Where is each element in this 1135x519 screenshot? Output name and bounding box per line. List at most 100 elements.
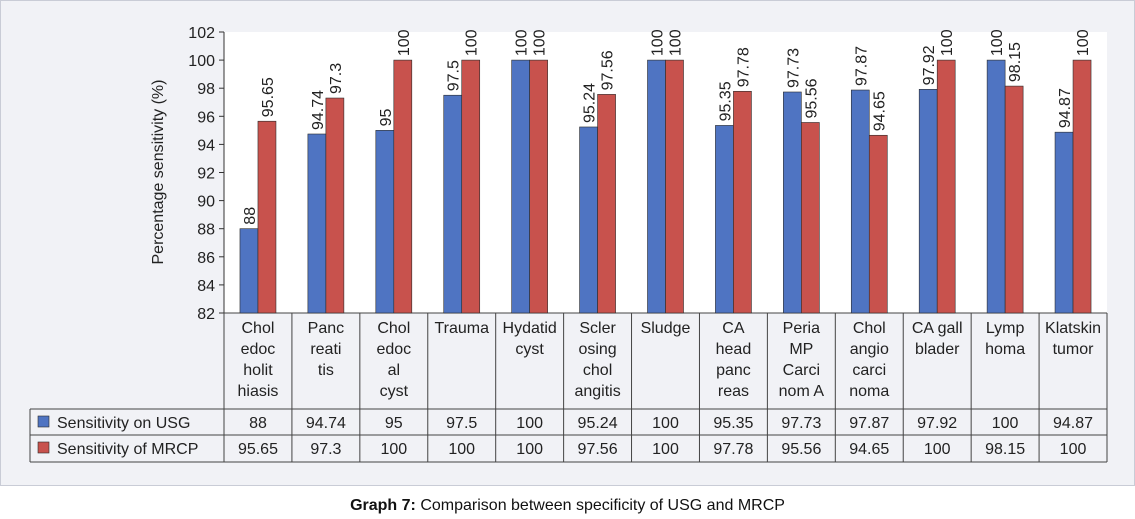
- mrcp-bar: [868, 134, 888, 314]
- mrcp-bar: [936, 59, 956, 314]
- category-label: Chol: [242, 320, 275, 337]
- category-label: noma: [849, 383, 889, 400]
- usg-table-value: 97.92: [917, 415, 957, 432]
- category-label: reati: [310, 341, 341, 358]
- bar-value-label: 95.56: [803, 78, 820, 118]
- bar-value-label: 97.56: [600, 50, 617, 90]
- category-label: Trauma: [434, 320, 489, 337]
- y-axis-title: Percentage sensitivity (%): [150, 80, 167, 265]
- bar-value-label: 100: [532, 29, 549, 56]
- mrcp-bar: [665, 59, 684, 314]
- bar-value-label: 100: [668, 29, 685, 56]
- bar-value-label: 95.24: [582, 83, 599, 123]
- bar-value-label: 95.35: [717, 81, 734, 121]
- mrcp-table-value: 100: [924, 441, 951, 458]
- category-label: cyst: [515, 341, 544, 358]
- bar-value-label: 100: [989, 29, 1006, 56]
- category-label: hiasis: [238, 383, 279, 400]
- caption-text: Comparison between specificity of USG an…: [420, 497, 785, 514]
- mrcp-bar: [733, 90, 752, 314]
- mrcp-table-value: 95.56: [781, 441, 821, 458]
- category-label: reas: [718, 383, 749, 400]
- y-tick-label: 98: [197, 81, 215, 98]
- category-label: Klatskin: [1045, 320, 1101, 337]
- usg-bar: [715, 125, 734, 314]
- usg-bar: [443, 94, 463, 314]
- usg-bar: [986, 59, 1006, 314]
- category-label: Hydatid: [503, 320, 557, 337]
- mrcp-bar: [1004, 85, 1024, 314]
- usg-bar: [375, 130, 395, 314]
- legend-swatch-mrcp: [37, 441, 50, 454]
- usg-bar: [579, 126, 598, 314]
- bar-value-label: 95.65: [260, 77, 277, 117]
- mrcp-table-value: 100: [516, 441, 543, 458]
- legend-label-usg: Sensitivity on USG: [57, 415, 190, 432]
- usg-bar: [239, 228, 259, 314]
- category-label: tis: [318, 362, 334, 379]
- bar-value-label: 97.87: [853, 46, 870, 86]
- y-tick-label: 100: [188, 53, 215, 70]
- usg-table-value: 100: [652, 415, 679, 432]
- bar-value-label: 97.73: [785, 48, 802, 88]
- category-label: angio: [850, 341, 889, 358]
- bar-value-label: 97.92: [921, 45, 938, 85]
- category-label: nom A: [779, 383, 825, 400]
- mrcp-table-value: 97.3: [310, 441, 341, 458]
- mrcp-bar: [597, 94, 616, 314]
- usg-table-value: 95: [385, 415, 403, 432]
- category-label: Peria: [783, 320, 820, 337]
- category-label: Scler: [579, 320, 616, 337]
- bar-value-label: 94.74: [310, 90, 327, 130]
- mrcp-table-value: 100: [1060, 441, 1087, 458]
- mrcp-bar: [801, 122, 820, 314]
- usg-bar: [307, 133, 327, 314]
- mrcp-table-value: 94.65: [849, 441, 889, 458]
- category-label: Carci: [783, 362, 820, 379]
- bar-value-label: 94.65: [871, 91, 888, 131]
- category-label: angitis: [574, 383, 620, 400]
- bar-value-label: 100: [514, 29, 531, 56]
- caption-label: Graph 7:: [350, 497, 416, 514]
- mrcp-table-value: 97.78: [713, 441, 753, 458]
- category-label: CA gall: [912, 320, 963, 337]
- bar-value-label: 100: [939, 29, 956, 56]
- category-label: osing: [578, 341, 616, 358]
- bar-value-label: 98.15: [1007, 42, 1024, 82]
- category-label: edoc: [376, 341, 411, 358]
- usg-bar: [783, 91, 802, 314]
- usg-table-value: 97.73: [781, 415, 821, 432]
- bar-value-label: 95: [378, 108, 395, 126]
- y-tick-label: 92: [197, 166, 215, 183]
- bar-value-label: 97.78: [735, 47, 752, 87]
- mrcp-table-value: 97.56: [578, 441, 618, 458]
- bar-value-label: 100: [650, 29, 667, 56]
- figure-caption: Graph 7: Comparison between specificity …: [0, 497, 1135, 515]
- bar-value-label: 94.87: [1057, 88, 1074, 128]
- usg-bar: [511, 59, 530, 314]
- bar-value-label: 100: [1075, 29, 1092, 56]
- usg-table-value: 97.5: [446, 415, 477, 432]
- mrcp-bar: [257, 120, 277, 314]
- y-tick-label: 86: [197, 250, 215, 267]
- category-label: homa: [985, 341, 1025, 358]
- bar-value-label: 100: [464, 29, 481, 56]
- category-label: Sludge: [641, 320, 691, 337]
- usg-table-value: 95.24: [578, 415, 618, 432]
- bar-chart: 82 84 86 88 90 92 94 96 98 100 102 Percentage sensi…: [29, 25, 1108, 463]
- usg-bar: [918, 89, 938, 314]
- usg-table-value: 94.74: [306, 415, 346, 432]
- category-label: Panc: [308, 320, 344, 337]
- category-label: tumor: [1053, 341, 1095, 358]
- mrcp-table-value: 100: [652, 441, 679, 458]
- bar-value-label: 97.3: [328, 63, 345, 94]
- mrcp-table-value: 98.15: [985, 441, 1025, 458]
- usg-bar: [850, 89, 870, 314]
- y-tick-label: 88: [197, 222, 215, 239]
- usg-table-value: 88: [249, 415, 267, 432]
- mrcp-bar: [1072, 59, 1092, 314]
- usg-table-value: 94.87: [1053, 415, 1093, 432]
- mrcp-bar: [325, 97, 345, 314]
- category-label: edoc: [241, 341, 276, 358]
- category-label: panc: [716, 362, 751, 379]
